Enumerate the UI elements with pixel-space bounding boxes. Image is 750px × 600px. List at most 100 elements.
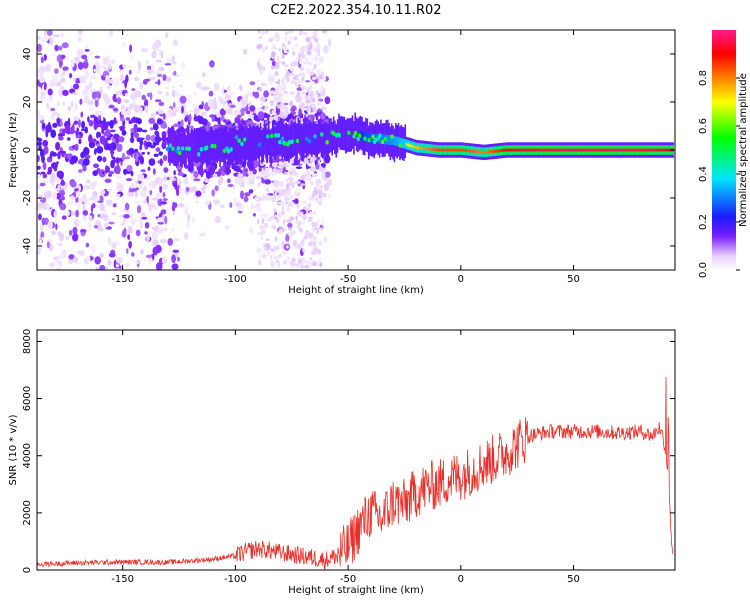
ridge-blob [290,139,295,144]
spectrogram-cell [65,55,70,60]
spectrogram-cell [148,182,153,189]
spectrogram-cell [290,230,295,236]
spectrogram-cell [311,262,315,265]
spectrogram-cell [318,74,324,80]
ridge-core-cell [568,148,570,152]
spectrogram-cell [37,184,40,191]
spectrogram-cell [150,64,155,68]
ridge-core-cell [518,148,520,152]
ridge-core-cell [405,143,408,146]
ridge-core-cell [484,150,486,154]
colorbar-tick-label: 0.2 [698,214,709,230]
spectrogram-cell [261,218,265,224]
spectrogram-cell [57,242,64,247]
ridge-blob [280,136,285,141]
ridge-envelope-cell [188,126,190,160]
spectrogram-cell [285,201,289,205]
ridge-envelope-cell [238,129,240,163]
spectrogram-cell [275,96,279,101]
spectrogram-cell [193,170,199,179]
ridge-envelope-cell [270,129,273,164]
spectrogram-cell [286,183,290,189]
spectrogram-cell [143,198,147,205]
ridge-core-cell [533,148,535,152]
ridge-envelope-cell [278,121,281,155]
ridge-core-cell [564,148,566,152]
spectrogram-cell [42,139,49,147]
spectrogram-cell [239,84,243,92]
ridge-envelope-cell [309,121,312,155]
ridge-core-cell [468,149,470,153]
spectrogram-cell [220,115,225,121]
spectrogram-cell [48,94,53,102]
spectrogram-cell [193,178,201,182]
spectrogram-cell [251,168,257,175]
ridge-core-cell [520,148,523,152]
spectrogram-cell [181,106,184,114]
spectrogram-cell [263,243,267,248]
spectrogram-cell [130,184,138,189]
spectrogram-cell [260,213,266,219]
spectrogram-cell [107,240,114,245]
spectrogram-cell [112,143,117,151]
spectrogram-cell [55,223,58,230]
spectrogram-cell [282,218,286,225]
spectrogram-cell [285,78,291,83]
spectrogram-cell [162,74,167,81]
spectrogram-cell [253,115,256,121]
spectrogram-cell [162,154,168,162]
spectrogram-cell [316,95,321,98]
spectrogram-cell [67,137,71,141]
ridge-core-cell [496,149,499,153]
ridge-core-cell [660,148,662,152]
spectrogram-cell [109,120,114,129]
ridge-core-cell [420,146,423,150]
ridge-blob [168,143,173,148]
spectrogram-cell [160,239,167,244]
spectrogram-cell [278,104,281,110]
spectrogram-cell [318,240,323,246]
ridge-mid-cell [404,139,407,149]
spectrogram-cell [300,183,306,186]
spectrogram-cell [120,223,125,226]
ridge-core-cell [603,148,605,152]
ridge-core-cell [649,148,651,152]
spectrogram-cell [177,100,181,104]
ridge-core-cell [436,148,439,152]
spectrogram-cell [99,264,106,270]
spectrogram-cell [73,256,79,263]
spectrogram-cell [63,27,66,30]
spectrogram-cell [54,258,60,264]
spectrogram-cell [158,177,163,187]
ridge-core-cell [431,147,434,151]
spectrogram-cell [39,225,44,231]
spectrogram-cell [155,70,162,74]
spectrogram-cell [271,65,275,70]
ridge-envelope-cell [297,117,300,152]
ridge-core-cell [595,148,597,152]
ridge-core-cell [638,148,641,152]
spectrogram-cell [263,90,269,98]
ridge-core-cell [439,148,442,152]
spectrogram-cell [203,86,211,90]
spectrogram-cell [265,45,268,50]
ridge-core-cell [645,148,647,152]
spectrogram-cell [299,60,303,65]
spectrogram-cell [306,99,312,102]
spectrogram-cell [59,72,64,79]
ridge-envelope-cell [200,127,202,162]
spectrogram-cell [140,212,146,218]
ridge-core-cell [584,148,586,152]
spectrogram-cell [68,229,73,236]
spectrogram-cell [40,56,44,63]
ridge-core-cell [546,148,549,152]
spectrogram-cell [148,158,156,166]
ridge-envelope-cell [319,119,321,153]
x-tick-label: 0 [458,274,464,285]
ridge-envelope-cell [235,129,237,164]
spectrogram-cell [72,77,76,83]
spectrogram-cell [75,190,81,199]
ridge-core-cell [458,148,461,152]
ridge-envelope-cell [251,126,254,160]
spectrogram-cell [313,63,317,70]
